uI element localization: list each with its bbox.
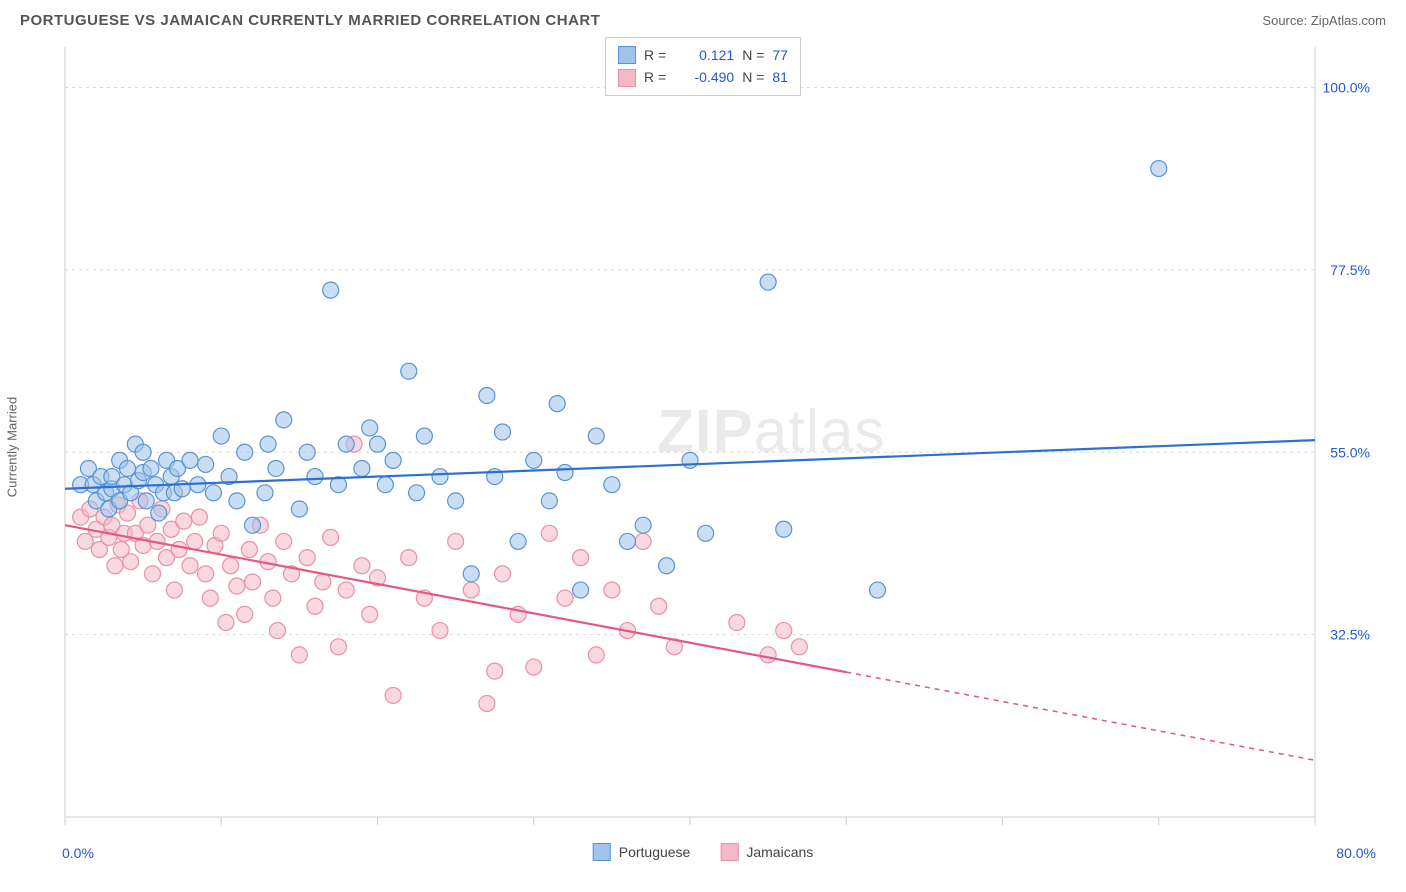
svg-text:32.5%: 32.5% (1330, 627, 1370, 643)
n-label-1: N = (742, 66, 764, 88)
chart-header: PORTUGUESE VS JAMAICAN CURRENTLY MARRIED… (0, 0, 1406, 37)
r-value-1: -0.490 (674, 66, 734, 88)
scatter-chart: 100.0% 77.5% 55.0% 32.5% (20, 37, 1386, 857)
x-axis-max-label: 80.0% (1336, 845, 1376, 861)
swatch-jamaicans (618, 69, 636, 87)
svg-text:55.0%: 55.0% (1330, 444, 1370, 460)
n-value-0: 77 (772, 44, 788, 66)
legend-label-portuguese: Portuguese (619, 844, 691, 860)
chart-area: Currently Married 100.0%77.5%55.0%32.5% … (20, 37, 1386, 857)
svg-text:100.0%: 100.0% (1323, 80, 1370, 96)
legend-item-jamaicans: Jamaicans (720, 843, 813, 861)
source-label: Source: (1262, 13, 1307, 28)
source-link[interactable]: ZipAtlas.com (1311, 13, 1386, 28)
source-attribution: Source: ZipAtlas.com (1262, 13, 1386, 28)
n-label-0: N = (742, 44, 764, 66)
correlation-legend: R = 0.121 N = 77 R = -0.490 N = 81 (605, 37, 801, 96)
r-label-1: R = (644, 66, 666, 88)
series-legend: Portuguese Jamaicans (593, 843, 814, 861)
r-value-0: 0.121 (674, 44, 734, 66)
legend-item-portuguese: Portuguese (593, 843, 691, 861)
x-axis-min-label: 0.0% (62, 845, 94, 861)
swatch-portuguese (618, 46, 636, 64)
legend-label-jamaicans: Jamaicans (746, 844, 813, 860)
swatch-portuguese-bottom (593, 843, 611, 861)
legend-row-jamaicans: R = -0.490 N = 81 (618, 66, 788, 88)
chart-title: PORTUGUESE VS JAMAICAN CURRENTLY MARRIED… (20, 12, 600, 29)
r-label-0: R = (644, 44, 666, 66)
svg-text:77.5%: 77.5% (1330, 262, 1370, 278)
n-value-1: 81 (772, 66, 788, 88)
swatch-jamaicans-bottom (720, 843, 738, 861)
y-axis-label: Currently Married (5, 397, 20, 497)
legend-row-portuguese: R = 0.121 N = 77 (618, 44, 788, 66)
